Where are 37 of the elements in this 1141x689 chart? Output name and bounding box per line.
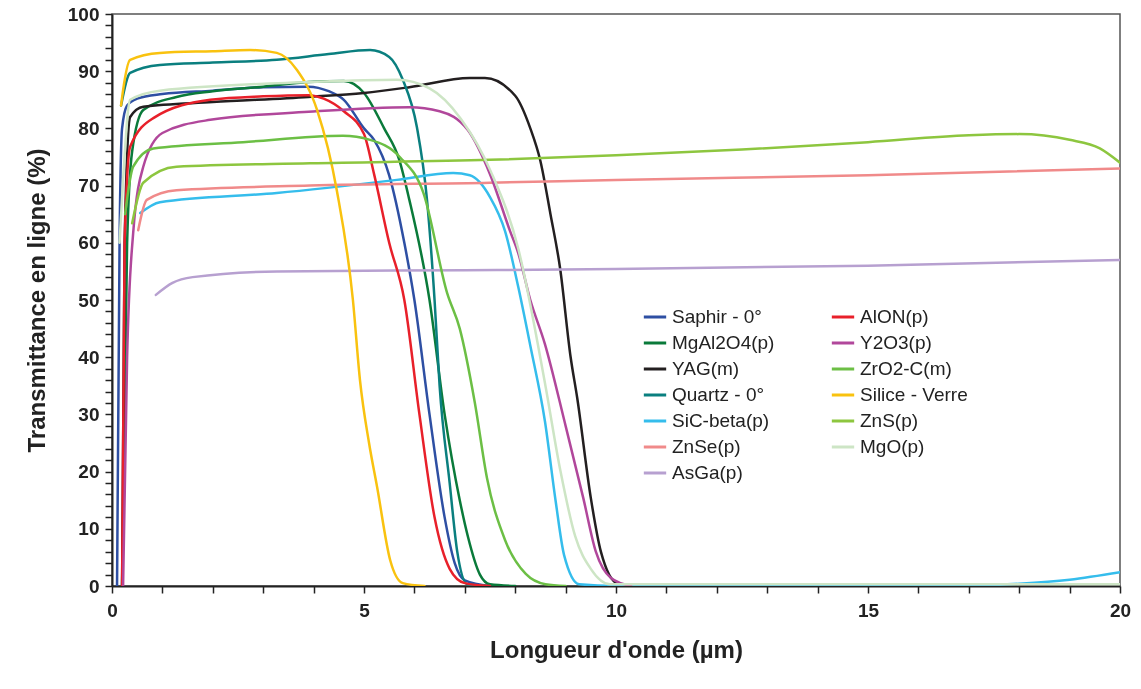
legend-label: Y2O3(p) xyxy=(860,332,932,353)
y-tick-label: 60 xyxy=(78,232,100,254)
y-tick-label: 30 xyxy=(78,403,100,425)
y-tick-label: 10 xyxy=(78,518,100,540)
legend-label: ZrO2-C(m) xyxy=(860,358,952,379)
legend-label: ZnS(p) xyxy=(860,410,919,431)
line-series xyxy=(154,258,1120,297)
y-tick-label: 50 xyxy=(78,289,100,311)
legend-label: AlON(p) xyxy=(860,306,929,327)
y-tick-label: 40 xyxy=(78,346,100,368)
line-series xyxy=(118,78,1120,586)
legend-label: ZnSe(p) xyxy=(672,436,741,457)
legend-label: AsGa(p) xyxy=(672,462,743,483)
line-series xyxy=(136,167,1120,232)
y-tick-label: 90 xyxy=(78,60,100,82)
x-tick-label: 15 xyxy=(857,599,880,621)
legend-label: MgAl2O4(p) xyxy=(672,332,775,353)
x-axis-title: Longueur d'onde (µm) xyxy=(490,635,743,663)
legend-label: MgO(p) xyxy=(860,436,925,457)
x-tick-label: 0 xyxy=(107,599,118,621)
y-tick-label: 20 xyxy=(78,461,100,483)
legend-label: SiC-beta(p) xyxy=(672,410,770,431)
y-tick-label: 70 xyxy=(78,175,100,197)
y-tick-label: 80 xyxy=(78,117,100,139)
y-axis-title: Transmittance en ligne (%) xyxy=(22,148,50,453)
x-tick-label: 10 xyxy=(605,599,628,621)
legend-label: Saphir - 0° xyxy=(672,306,762,327)
x-tick-label: 20 xyxy=(1109,599,1132,621)
y-tick-label: 100 xyxy=(67,3,100,25)
x-tick-label: 5 xyxy=(359,599,371,621)
legend-label: YAG(m) xyxy=(672,358,740,379)
y-tick-label: 0 xyxy=(88,575,100,597)
line-series xyxy=(123,134,567,586)
legend-label: Quartz - 0° xyxy=(672,384,765,405)
line-series xyxy=(119,48,426,586)
line-series xyxy=(130,132,1120,225)
legend-label: Silice - Verre xyxy=(860,384,968,405)
